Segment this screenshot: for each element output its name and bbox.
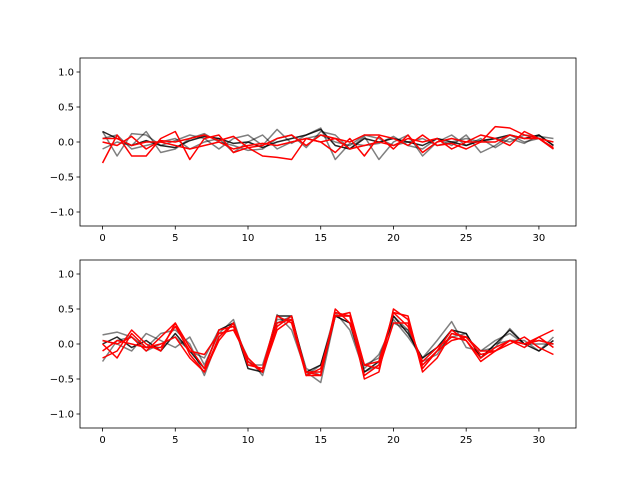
y-tick-label: 0.5 (58, 103, 74, 114)
x-tick-label: 15 (314, 233, 327, 244)
y-tick-label: −1.0 (50, 410, 74, 421)
series-line-red-4 (101, 130, 554, 164)
x-tick-label: 10 (242, 233, 255, 244)
x-tick-label: 30 (533, 233, 546, 244)
x-tick-label: 25 (460, 233, 473, 244)
y-tick-label: −1.0 (50, 208, 74, 219)
x-tick-label: 5 (172, 435, 178, 446)
y-tick-label: −0.5 (50, 173, 74, 184)
series-line-red-5 (102, 125, 554, 150)
x-tick-label: 20 (387, 233, 400, 244)
y-tick-label: 0.5 (58, 305, 74, 316)
bottom-subplot: 0 5 10 15 20 25 30 −1.0 −0.5 0.0 0.5 1.0 (50, 259, 577, 446)
x-tick-label: 20 (387, 435, 400, 446)
x-tick-label: 30 (533, 435, 546, 446)
x-tick-label: 0 (99, 233, 105, 244)
series-line-red-7 (102, 308, 554, 377)
y-tick-label: 0.0 (58, 138, 74, 149)
y-tick-label: 1.0 (58, 68, 74, 79)
x-tick-label: 15 (314, 435, 327, 446)
x-tick-label: 25 (460, 435, 473, 446)
top-subplot: 0 5 10 15 20 25 30 −1.0 −0.5 0.0 0.5 1.0 (50, 57, 577, 244)
y-tick-label: −0.5 (50, 375, 74, 386)
y-tick-label: 0.0 (58, 340, 74, 351)
series-line-red-6 (102, 130, 554, 150)
x-tick-label: 10 (242, 435, 255, 446)
x-tick-label: 0 (99, 435, 105, 446)
x-tick-label: 5 (172, 233, 178, 244)
y-tick-label: 1.0 (58, 270, 74, 281)
